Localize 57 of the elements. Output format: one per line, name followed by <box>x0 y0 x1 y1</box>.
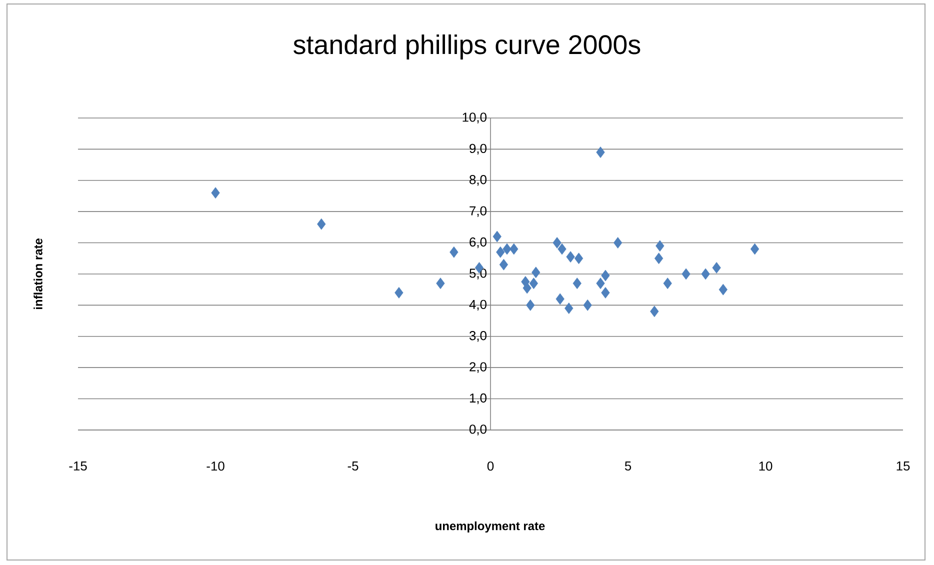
point <box>682 268 690 280</box>
point <box>614 237 622 248</box>
point <box>499 258 508 270</box>
point <box>496 246 505 258</box>
point <box>712 262 721 274</box>
y-tick-label: 7,0 <box>470 206 486 217</box>
point <box>663 278 672 290</box>
point <box>718 284 728 296</box>
point <box>701 268 710 280</box>
y-tick-label: 0,0 <box>469 424 486 436</box>
point <box>654 252 664 264</box>
x-tick-label: -5 <box>348 462 358 471</box>
chart-title: standard phillips curve 2000s <box>294 34 640 60</box>
point <box>552 237 562 248</box>
point <box>601 270 610 282</box>
point <box>566 251 575 263</box>
point <box>532 266 540 278</box>
point <box>450 246 458 258</box>
y-tick-label: 9,0 <box>470 144 486 155</box>
point <box>556 293 564 305</box>
x-tick-label: -15 <box>69 462 87 471</box>
point <box>596 278 605 290</box>
y-tick-label: 2,0 <box>470 362 486 373</box>
x-tick-label: 0 <box>487 462 494 471</box>
point <box>574 252 584 264</box>
point <box>750 243 760 255</box>
y-tick-label: 3,0 <box>469 331 486 342</box>
y-tick-label: 5,0 <box>470 268 486 280</box>
y-axis-title: inflation rate <box>34 238 42 310</box>
point <box>526 299 535 311</box>
point <box>650 306 659 318</box>
x-tick-label: 5 <box>624 462 632 471</box>
point <box>601 287 610 298</box>
point <box>211 187 220 199</box>
x-tick-label: 10 <box>759 462 772 471</box>
point <box>564 302 574 314</box>
x-tick-label: 15 <box>896 462 910 471</box>
point <box>436 278 445 290</box>
point <box>583 299 592 311</box>
point <box>656 240 664 252</box>
point <box>510 243 518 255</box>
point <box>572 278 582 290</box>
x-tick-label: -10 <box>206 462 224 471</box>
y-tick-label: 1,0 <box>470 393 486 404</box>
y-tick-label: 6,0 <box>470 237 486 248</box>
x-axis-title: unemployment rate <box>436 521 545 533</box>
point <box>394 287 404 298</box>
y-tick-label: 10,0 <box>462 112 486 124</box>
point <box>529 278 538 290</box>
point <box>596 146 605 158</box>
point <box>317 218 326 230</box>
point <box>558 243 566 255</box>
point <box>502 243 512 255</box>
y-tick-label: 8,0 <box>470 175 486 186</box>
point <box>492 230 502 242</box>
point <box>522 282 532 294</box>
y-tick-label: 4,0 <box>469 300 486 311</box>
